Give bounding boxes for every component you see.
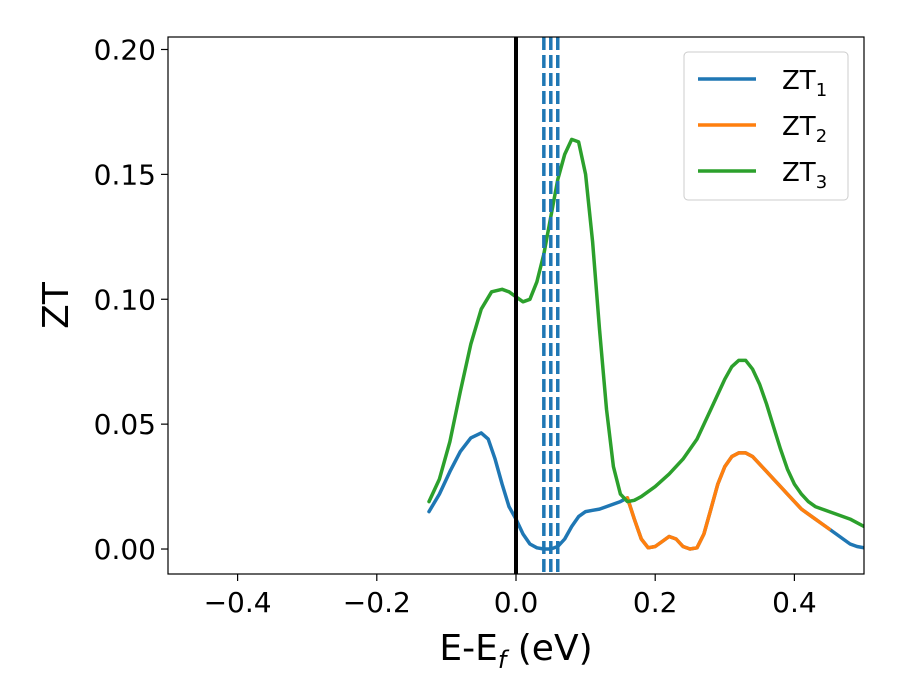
y-tick-label: 0.10 xyxy=(94,283,156,316)
legend-box xyxy=(683,51,849,201)
x-tick-label: −0.4 xyxy=(204,586,272,619)
x-tick-label: 0.4 xyxy=(772,586,817,619)
x-axis-label-main: E-E xyxy=(439,628,497,669)
y-tick-label: 0.00 xyxy=(94,533,156,566)
y-tick-label: 0.15 xyxy=(94,158,156,191)
legend-label-zt3: ZT3 xyxy=(782,158,827,193)
series-line-zt3 xyxy=(427,137,864,529)
legend-label-zt2: ZT2 xyxy=(782,112,827,147)
vertical-lines-layer xyxy=(514,37,560,574)
x-tick-label: 0.0 xyxy=(494,586,539,619)
y-ticks: 0.00 0.05 0.10 0.15 0.20 xyxy=(94,33,168,566)
series-layer xyxy=(427,137,864,551)
x-axis-label-unit: (eV) xyxy=(506,628,592,669)
x-ticks: −0.4 −0.2 0.0 0.2 0.4 xyxy=(204,574,817,619)
y-tick-label: 0.20 xyxy=(94,33,156,66)
legend: ZT1 ZT2 ZT3 xyxy=(683,51,849,201)
x-tick-label: −0.2 xyxy=(343,586,411,619)
series-line-zt2 xyxy=(625,451,831,551)
x-tick-label: 0.2 xyxy=(633,586,678,619)
y-tick-label: 0.05 xyxy=(94,408,156,441)
legend-label-zt1: ZT1 xyxy=(782,66,827,101)
x-axis-label: E-Ef (eV) xyxy=(439,628,592,674)
y-axis-label: ZT xyxy=(36,281,77,329)
